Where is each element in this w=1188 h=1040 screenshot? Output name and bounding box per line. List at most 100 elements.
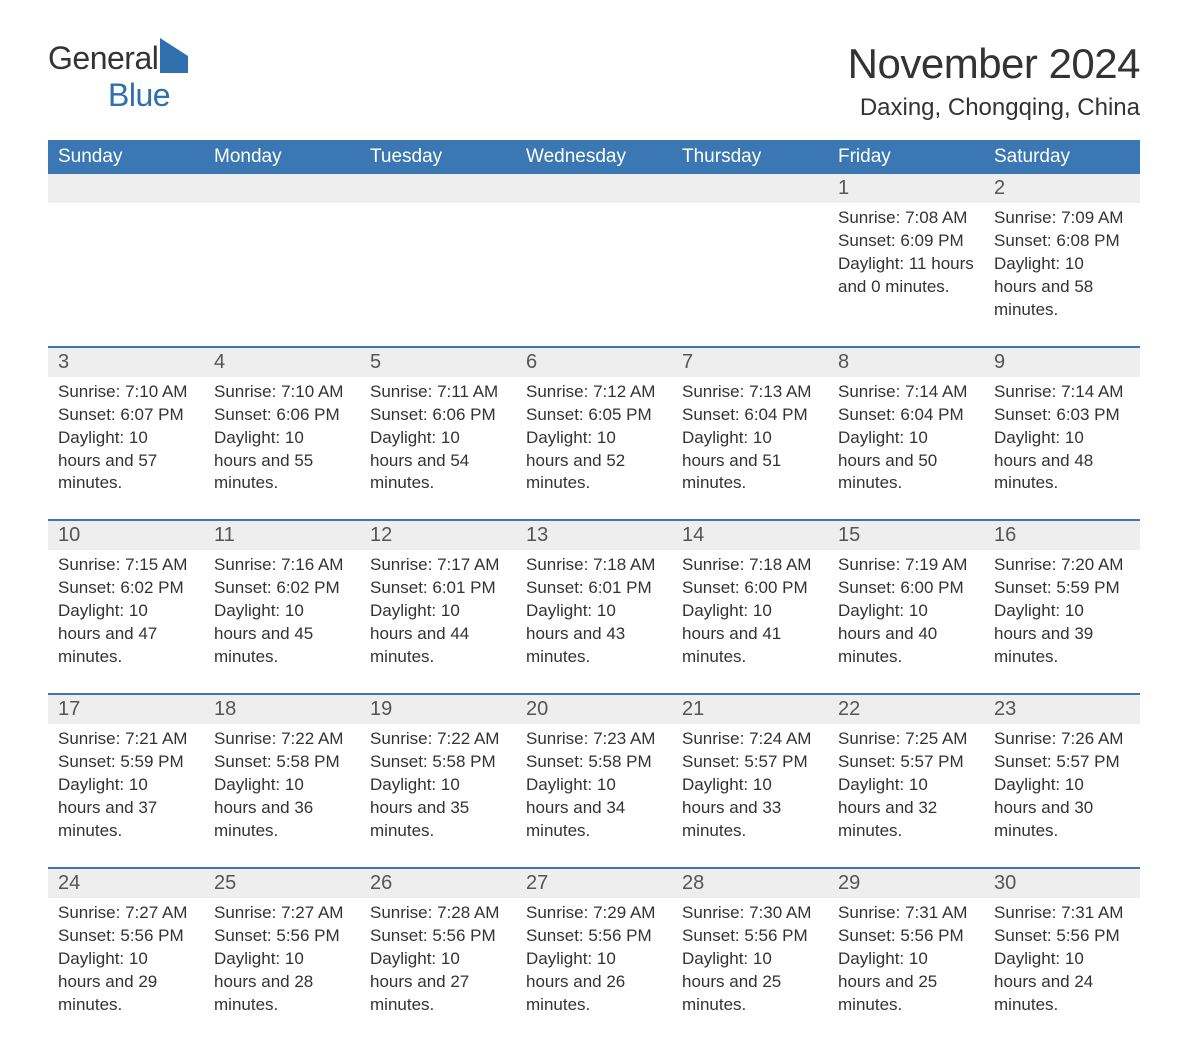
day-cell: 26Sunrise: 7:28 AMSunset: 5:56 PMDayligh…: [360, 869, 516, 1040]
day-number: 26: [360, 869, 516, 898]
day-cell: [48, 174, 204, 346]
sunset-line: Sunset: 6:04 PM: [838, 404, 974, 427]
day-number: 1: [828, 174, 984, 203]
month-title: November 2024: [848, 40, 1140, 88]
day-number: 9: [984, 348, 1140, 377]
sunrise-line: Sunrise: 7:26 AM: [994, 728, 1130, 751]
day-cell: 17Sunrise: 7:21 AMSunset: 5:59 PMDayligh…: [48, 695, 204, 867]
daylight-line: Daylight: 10 hours and 45 minutes.: [214, 600, 350, 669]
daylight-line: Daylight: 10 hours and 32 minutes.: [838, 774, 974, 843]
sunrise-line: Sunrise: 7:28 AM: [370, 902, 506, 925]
sunrise-line: Sunrise: 7:09 AM: [994, 207, 1130, 230]
header: General Blue November 2024 Daxing, Chong…: [48, 40, 1140, 122]
dow-cell: Friday: [828, 140, 984, 174]
day-cell: 27Sunrise: 7:29 AMSunset: 5:56 PMDayligh…: [516, 869, 672, 1040]
sunrise-line: Sunrise: 7:27 AM: [214, 902, 350, 925]
day-body: Sunrise: 7:17 AMSunset: 6:01 PMDaylight:…: [360, 550, 516, 669]
sunrise-line: Sunrise: 7:20 AM: [994, 554, 1130, 577]
dow-cell: Thursday: [672, 140, 828, 174]
sunrise-line: Sunrise: 7:19 AM: [838, 554, 974, 577]
logo-text: General Blue: [48, 40, 188, 114]
day-cell: 8Sunrise: 7:14 AMSunset: 6:04 PMDaylight…: [828, 348, 984, 520]
sunrise-line: Sunrise: 7:12 AM: [526, 381, 662, 404]
logo-triangle-icon: [160, 38, 188, 73]
day-number: 21: [672, 695, 828, 724]
day-number: 30: [984, 869, 1140, 898]
dow-cell: Monday: [204, 140, 360, 174]
day-cell: 15Sunrise: 7:19 AMSunset: 6:00 PMDayligh…: [828, 521, 984, 693]
daylight-line: Daylight: 10 hours and 34 minutes.: [526, 774, 662, 843]
day-number: [672, 174, 828, 203]
daylight-line: Daylight: 10 hours and 48 minutes.: [994, 427, 1130, 496]
day-number: 14: [672, 521, 828, 550]
sunrise-line: Sunrise: 7:16 AM: [214, 554, 350, 577]
day-cell: 9Sunrise: 7:14 AMSunset: 6:03 PMDaylight…: [984, 348, 1140, 520]
logo-word-2: Blue: [108, 77, 170, 113]
sunrise-line: Sunrise: 7:18 AM: [526, 554, 662, 577]
daylight-line: Daylight: 10 hours and 37 minutes.: [58, 774, 194, 843]
day-body: Sunrise: 7:21 AMSunset: 5:59 PMDaylight:…: [48, 724, 204, 843]
day-body: Sunrise: 7:08 AMSunset: 6:09 PMDaylight:…: [828, 203, 984, 299]
day-cell: 10Sunrise: 7:15 AMSunset: 6:02 PMDayligh…: [48, 521, 204, 693]
day-body: Sunrise: 7:29 AMSunset: 5:56 PMDaylight:…: [516, 898, 672, 1017]
day-number: 4: [204, 348, 360, 377]
sunset-line: Sunset: 6:01 PM: [370, 577, 506, 600]
daylight-line: Daylight: 10 hours and 36 minutes.: [214, 774, 350, 843]
sunset-line: Sunset: 5:57 PM: [994, 751, 1130, 774]
week-row: 3Sunrise: 7:10 AMSunset: 6:07 PMDaylight…: [48, 346, 1140, 520]
day-body: Sunrise: 7:28 AMSunset: 5:56 PMDaylight:…: [360, 898, 516, 1017]
daylight-line: Daylight: 10 hours and 54 minutes.: [370, 427, 506, 496]
sunset-line: Sunset: 6:06 PM: [370, 404, 506, 427]
daylight-line: Daylight: 10 hours and 58 minutes.: [994, 253, 1130, 322]
day-number: 10: [48, 521, 204, 550]
day-cell: [360, 174, 516, 346]
daylight-line: Daylight: 10 hours and 29 minutes.: [58, 948, 194, 1017]
day-number: 25: [204, 869, 360, 898]
day-body: Sunrise: 7:19 AMSunset: 6:00 PMDaylight:…: [828, 550, 984, 669]
day-body: Sunrise: 7:12 AMSunset: 6:05 PMDaylight:…: [516, 377, 672, 496]
days-of-week-row: SundayMondayTuesdayWednesdayThursdayFrid…: [48, 140, 1140, 174]
day-cell: 21Sunrise: 7:24 AMSunset: 5:57 PMDayligh…: [672, 695, 828, 867]
day-cell: 2Sunrise: 7:09 AMSunset: 6:08 PMDaylight…: [984, 174, 1140, 346]
day-cell: 3Sunrise: 7:10 AMSunset: 6:07 PMDaylight…: [48, 348, 204, 520]
dow-cell: Saturday: [984, 140, 1140, 174]
sunrise-line: Sunrise: 7:18 AM: [682, 554, 818, 577]
sunrise-line: Sunrise: 7:21 AM: [58, 728, 194, 751]
daylight-line: Daylight: 10 hours and 51 minutes.: [682, 427, 818, 496]
day-cell: [672, 174, 828, 346]
day-number: 15: [828, 521, 984, 550]
day-cell: 22Sunrise: 7:25 AMSunset: 5:57 PMDayligh…: [828, 695, 984, 867]
sunset-line: Sunset: 5:58 PM: [370, 751, 506, 774]
week-row: 10Sunrise: 7:15 AMSunset: 6:02 PMDayligh…: [48, 519, 1140, 693]
day-number: 7: [672, 348, 828, 377]
sunset-line: Sunset: 6:07 PM: [58, 404, 194, 427]
calendar: SundayMondayTuesdayWednesdayThursdayFrid…: [48, 140, 1140, 1040]
weeks-container: 1Sunrise: 7:08 AMSunset: 6:09 PMDaylight…: [48, 174, 1140, 1040]
sunrise-line: Sunrise: 7:10 AM: [214, 381, 350, 404]
sunrise-line: Sunrise: 7:15 AM: [58, 554, 194, 577]
day-cell: [516, 174, 672, 346]
sunrise-line: Sunrise: 7:23 AM: [526, 728, 662, 751]
day-number: 8: [828, 348, 984, 377]
sunrise-line: Sunrise: 7:14 AM: [838, 381, 974, 404]
day-body: Sunrise: 7:23 AMSunset: 5:58 PMDaylight:…: [516, 724, 672, 843]
day-number: 27: [516, 869, 672, 898]
week-row: 17Sunrise: 7:21 AMSunset: 5:59 PMDayligh…: [48, 693, 1140, 867]
sunset-line: Sunset: 5:56 PM: [682, 925, 818, 948]
sunset-line: Sunset: 5:56 PM: [370, 925, 506, 948]
sunrise-line: Sunrise: 7:27 AM: [58, 902, 194, 925]
sunset-line: Sunset: 6:05 PM: [526, 404, 662, 427]
day-number: 5: [360, 348, 516, 377]
daylight-line: Daylight: 10 hours and 24 minutes.: [994, 948, 1130, 1017]
day-body: Sunrise: 7:14 AMSunset: 6:03 PMDaylight:…: [984, 377, 1140, 496]
sunset-line: Sunset: 5:56 PM: [526, 925, 662, 948]
sunset-line: Sunset: 6:06 PM: [214, 404, 350, 427]
sunset-line: Sunset: 5:56 PM: [994, 925, 1130, 948]
daylight-line: Daylight: 10 hours and 47 minutes.: [58, 600, 194, 669]
daylight-line: Daylight: 10 hours and 27 minutes.: [370, 948, 506, 1017]
day-number: 16: [984, 521, 1140, 550]
day-body: Sunrise: 7:15 AMSunset: 6:02 PMDaylight:…: [48, 550, 204, 669]
day-number: 19: [360, 695, 516, 724]
daylight-line: Daylight: 10 hours and 57 minutes.: [58, 427, 194, 496]
day-number: [360, 174, 516, 203]
